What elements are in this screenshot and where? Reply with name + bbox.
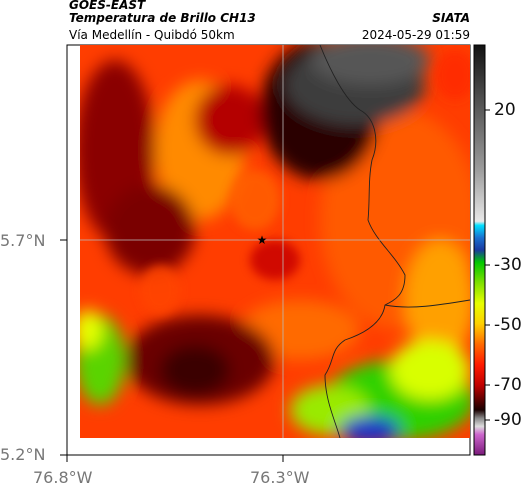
- colorbar: [473, 44, 486, 456]
- agency-label: SIATA: [432, 11, 470, 25]
- lat-tick-label: 5.7°N: [0, 231, 46, 250]
- region-subtitle: Vía Medellín - Quibdó 50km: [69, 28, 235, 42]
- temperature-field: [80, 45, 470, 438]
- colorbar-label: -50: [494, 315, 522, 335]
- colorbar-label: -30: [494, 255, 522, 275]
- city-marker-icon: ★: [257, 233, 268, 247]
- colorbar-label: -70: [494, 375, 522, 395]
- product-title: Temperatura de Brillo CH13: [69, 11, 256, 25]
- lon-tick-label: 76.8°W: [33, 468, 93, 487]
- satellite-title: GOES-EAST: [69, 0, 146, 12]
- colorbar-label: 20: [494, 100, 516, 120]
- boundary-line: [384, 299, 470, 308]
- lon-tick-label: 76.3°W: [250, 468, 310, 487]
- lat-tick-label: 5.2°N: [0, 445, 46, 464]
- boundary-line: [319, 45, 406, 438]
- colorbar-label: -90: [494, 410, 522, 430]
- timestamp-label: 2024-05-29 01:59: [361, 28, 470, 42]
